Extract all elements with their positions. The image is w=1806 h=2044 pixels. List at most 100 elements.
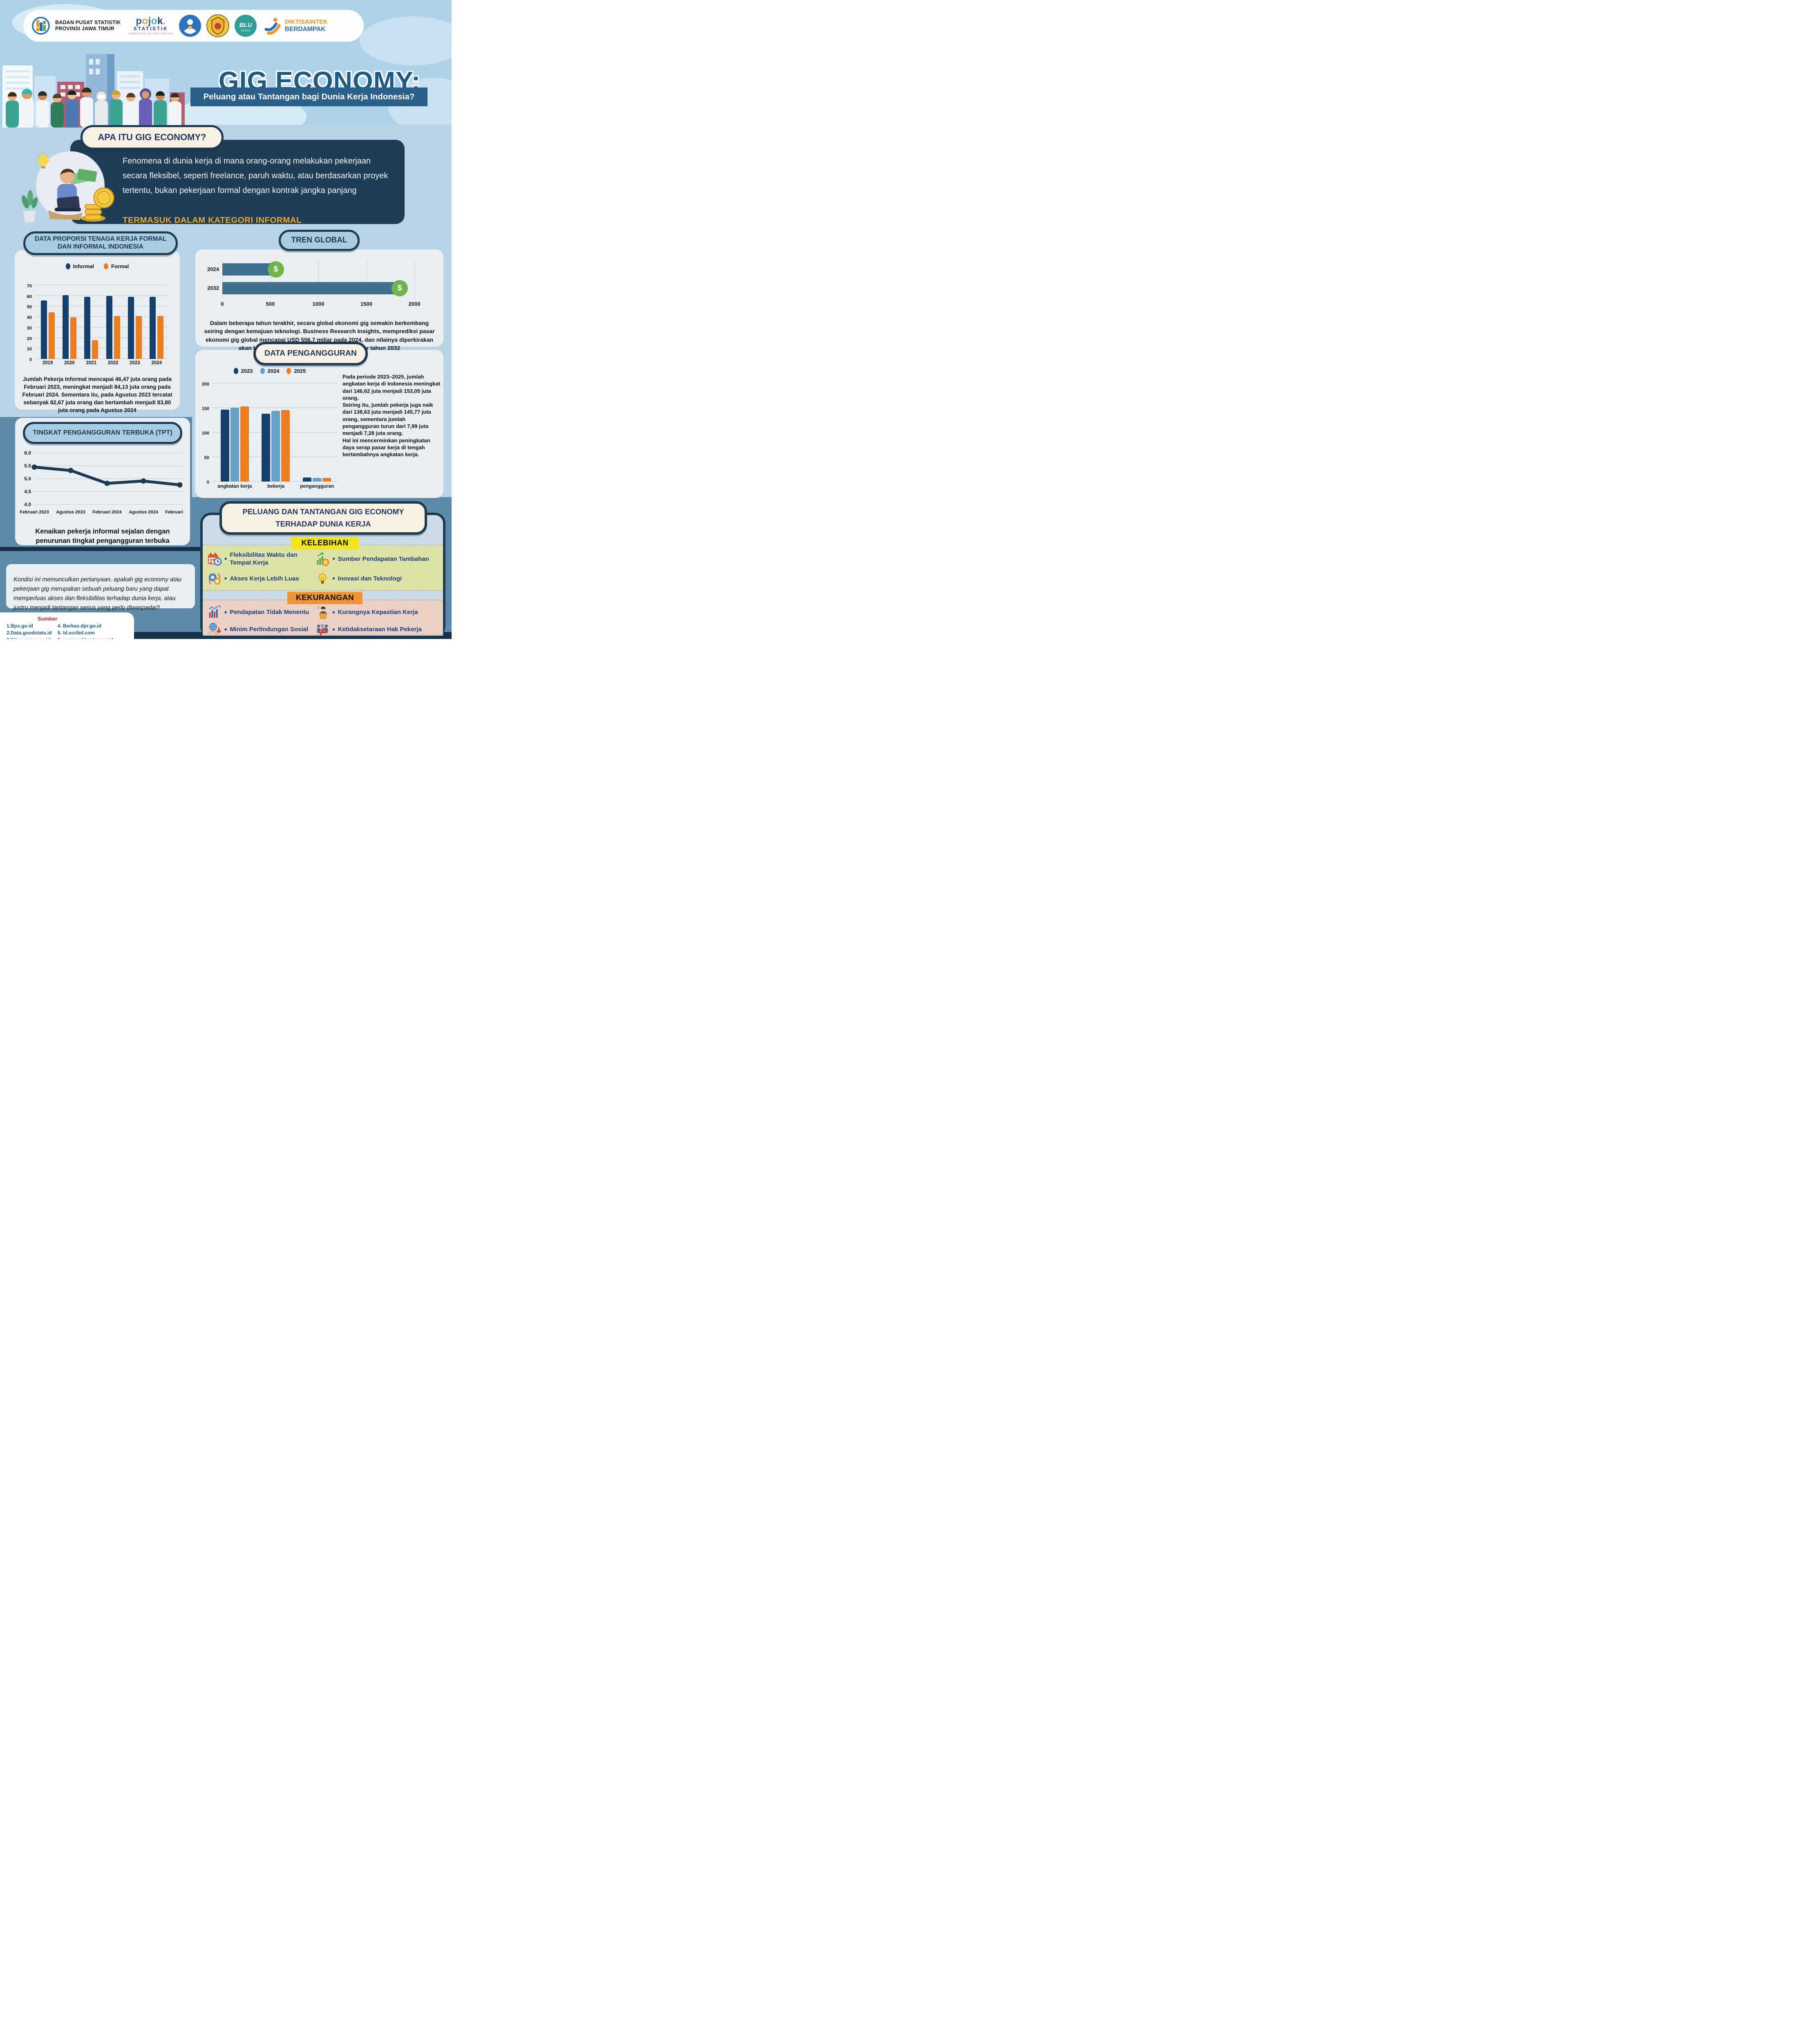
gears-icon (208, 572, 222, 586)
legend-label: 2024 (267, 368, 280, 374)
kondisi-card: Kondisi ini memunculkan pertanyaan, apak… (6, 564, 195, 611)
disadvantage-item: • Pendapatan Tidak Menentu (208, 605, 314, 619)
advantage-label: Akses Kerja Lebih Luas (230, 575, 299, 582)
bar-group-bekerja: bekerja (262, 410, 290, 489)
bar-2023-bekerja (262, 413, 271, 482)
disadvantage-label: Minim Perlindungan Sosial (230, 625, 309, 633)
definition-text: Fenomena di dunia kerja di mana orang-or… (123, 157, 388, 195)
svg-text:Februari 2025: Februari 2025 (165, 510, 185, 515)
volatile-income-icon (208, 605, 222, 619)
infographic-page: BADAN PUSAT STATISTIK PROVINSI JAWA TIMU… (0, 0, 452, 639)
sumber-title: Sumber (37, 616, 58, 622)
definition-box (70, 140, 405, 224)
source-item: 4. Berkas.dpr.go.id (57, 623, 102, 629)
proporsi-caption: Jumlah Pekerja Informal mencapai 46,47 j… (22, 376, 172, 414)
bar-2025-bekerja (281, 410, 290, 482)
apa-itu-badge: APA ITU GIG ECONOMY? (81, 125, 224, 150)
y-tick-label: 30 (27, 325, 32, 331)
tpt-badge: TINGKAT PENGANGGURAN TERBUKA (TPT) (23, 422, 182, 444)
sumber-column-right: 4. Berkas.dpr.go.id 5. Id.scribd.com 6. … (58, 623, 113, 639)
bar-Informal-2023 (128, 296, 134, 359)
svg-text:Agustus 2023: Agustus 2023 (56, 510, 85, 515)
divider-band (0, 547, 201, 551)
disadvantage-label: Kurangnya Kepastian Kerja (338, 608, 418, 616)
x-tick-label: pengangguran (300, 483, 334, 489)
bar-Formal-2019 (48, 312, 55, 359)
source-item: 5. Id.scribd.com (57, 630, 95, 636)
bar-Formal-2021 (92, 340, 98, 359)
legend-label: 2025 (294, 368, 306, 374)
y-tick-label: 50 (27, 305, 32, 310)
inequality-icon (316, 623, 329, 637)
pojok-letter: . (163, 16, 166, 27)
pengangguran-badge: DATA PENGANGGURAN (253, 342, 368, 365)
x-tick-label: 1500 (360, 301, 372, 307)
bar-group-angkatan kerja: angkatan kerja (217, 406, 252, 489)
disadvantage-item: • Kurangnya Kepastian Kerja (316, 605, 441, 619)
pojok-letter: k (157, 16, 163, 27)
pojok-letter: o (142, 16, 148, 27)
calendar-clock-icon (208, 552, 222, 566)
svg-text:4.0: 4.0 (24, 502, 31, 507)
svg-text:5.0: 5.0 (24, 476, 31, 482)
svg-text:6.0: 6.0 (24, 450, 31, 456)
y-tick-label: 0 (206, 480, 209, 485)
x-tick-label: 2024 (151, 361, 162, 365)
y-tick-label: 70 (27, 284, 32, 289)
row-label-2032: 2032 (207, 285, 219, 291)
bar-2024-pengangguran (313, 478, 322, 482)
blu-sub-label: #SPEED (241, 30, 251, 32)
y-tick-label: 200 (201, 382, 209, 387)
diktisaintek-logo: DIKTISAINTEK BERDAMPAK (264, 17, 328, 35)
pojok-statistik-label: STATISTIK (133, 27, 168, 31)
lightbulb-icon (316, 572, 329, 586)
gridline (414, 261, 415, 298)
kemdikbud-logo-icon (179, 15, 201, 37)
kelebihan-label: KELEBIHAN (291, 537, 359, 549)
bps-line1: BADAN PUSAT STATISTIK (55, 20, 121, 26)
legend-label: 2023 (241, 368, 253, 374)
logo-banner: BADAN PUSAT STATISTIK PROVINSI JAWA TIMU… (23, 10, 364, 42)
bullet-dot: • (224, 555, 227, 563)
advantage-item: • Akses Kerja Lebih Luas (208, 572, 314, 586)
legend-dot (103, 263, 108, 269)
sumber-card: Sumber 1.Bps.go.id 2.Data.goodstats.id 3… (0, 612, 134, 639)
lightbulb-doodle (37, 151, 50, 168)
advantage-label: Inovasi dan Teknologi (338, 575, 402, 582)
tpt-caption: Kenaikan pekerja informal sejalan dengan… (35, 527, 170, 545)
proporsi-legend: Informal Formal (39, 263, 155, 269)
x-tick-label: angkatan kerja (217, 483, 252, 489)
source-item: 2.Data.goodstats.id (7, 630, 52, 636)
bullet-dot: • (224, 625, 227, 634)
bar-Informal-2020 (62, 295, 69, 359)
x-tick-label: 2022 (107, 361, 119, 365)
proporsi-badge: DATA PROPORSI TENAGA KERJA FORMAL DAN IN… (23, 231, 178, 255)
bps-wordmark: BADAN PUSAT STATISTIK PROVINSI JAWA TIMU… (55, 20, 121, 32)
upn-jatim-logo-icon (206, 14, 229, 37)
y-tick-label: 50 (204, 455, 209, 460)
bps-logo-icon (32, 17, 50, 35)
kekurangan-list: • Pendapatan Tidak Menentu • Minim Perlindu… (203, 601, 443, 637)
income-chart-icon: $ (316, 552, 329, 566)
kekurangan-zone: • Pendapatan Tidak Menentu • Minim Perlindu… (203, 599, 443, 636)
x-tick-label: 2000 (408, 301, 421, 307)
source-item: 3.Sites.unnes.ac.id (7, 637, 52, 639)
bullet-dot: • (332, 625, 335, 634)
bar-group-2020: 2020 (62, 295, 76, 365)
bar-Informal-2019 (40, 300, 47, 359)
tpt-chart: 4.0 4.5 5.0 5.5 6.0 Februari 2023 Agustus 2023… (20, 450, 195, 517)
y-tick-label: 40 (27, 315, 32, 320)
legend-item: 2023 (233, 368, 253, 374)
x-tick-label: 2021 (86, 361, 97, 365)
y-tick-label: 60 (27, 294, 32, 299)
bar-group-2019: 2019 (40, 300, 55, 365)
tren-global-chart: 0 500 1000 1500 2000 2024 $2032 $ (204, 261, 435, 311)
legend-item: Formal (103, 263, 129, 269)
kelebihan-zone: • Fleksibilitas Waktu dan Tempat Kerja • Ak… (203, 545, 443, 591)
pojok-statistik-logo: pojok. STATISTIK TEMPAT ASYIK BELAJAR ST… (128, 16, 173, 35)
kekurangan-label: KEKURANGAN (287, 592, 363, 604)
gridline (35, 316, 168, 317)
informal-category-highlight: TERMASUK DALAM KATEGORI INFORMAL (123, 215, 302, 225)
peluang-tantangan-title: PELUANG DAN TANTANGAN GIG ECONOMY TERHAD… (219, 501, 427, 535)
advantage-label: Fleksibilitas Waktu dan Tempat Kerja (230, 551, 298, 566)
